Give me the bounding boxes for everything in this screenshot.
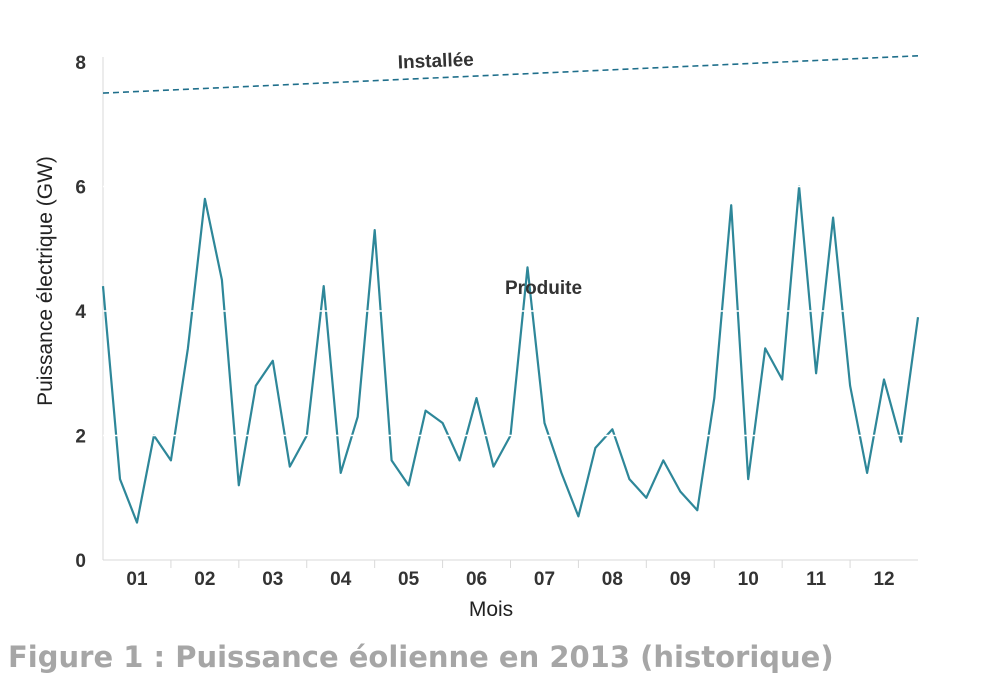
- x-axis-title: Mois: [469, 598, 513, 621]
- x-tick-label: 07: [534, 569, 555, 590]
- annotation-installee: Installée: [397, 50, 474, 74]
- x-tick-label: 04: [330, 569, 352, 590]
- y-axis-title: Puissance électrique (GW): [34, 156, 57, 406]
- y-tick-label: 0: [75, 551, 86, 572]
- gridlines: [103, 185, 918, 437]
- x-tick-label: 06: [466, 569, 487, 590]
- y-tick-label: 8: [75, 53, 86, 74]
- y-tick-label: 4: [75, 302, 86, 323]
- series-installee: [102, 55, 919, 94]
- x-tick-label: 01: [126, 569, 148, 590]
- produite-line: [101, 185, 920, 524]
- figure-caption: Figure 1 : Puissance éolienne en 2013 (h…: [8, 640, 834, 674]
- y-axis: 0 2 4 6 8: [75, 53, 104, 572]
- x-tick-label: 02: [194, 569, 215, 590]
- installee-line: [102, 55, 919, 94]
- x-tick-label: 09: [670, 569, 691, 590]
- y-tick-label: 6: [75, 178, 86, 199]
- x-axis: 01 02 03 04 05 06 07 08 09 10 11 12: [103, 559, 918, 590]
- y-tick-label: 2: [75, 427, 86, 448]
- x-tick-label: 11: [806, 569, 827, 590]
- x-tick-label: 10: [738, 569, 759, 590]
- series-produite: [101, 185, 920, 524]
- chart-labels: Puissance électrique (GW) Mois Installée…: [34, 50, 582, 621]
- annotation-produite: Produite: [505, 278, 582, 299]
- x-tick-label: 08: [602, 569, 623, 590]
- x-tick-label: 12: [873, 569, 894, 590]
- x-tick-label: 03: [262, 569, 283, 590]
- x-tick-label: 05: [398, 569, 420, 590]
